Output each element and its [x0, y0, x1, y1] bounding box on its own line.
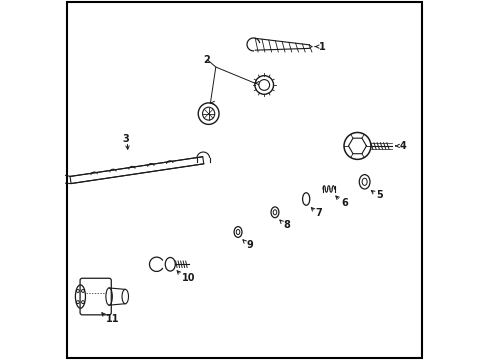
Text: 4: 4 — [399, 141, 406, 151]
Text: 7: 7 — [315, 208, 322, 219]
Text: 8: 8 — [283, 220, 290, 230]
Text: 3: 3 — [122, 134, 129, 144]
Text: 2: 2 — [203, 55, 209, 65]
Text: 11: 11 — [106, 314, 120, 324]
Text: 10: 10 — [182, 273, 195, 283]
Polygon shape — [70, 157, 203, 184]
Text: 6: 6 — [340, 198, 347, 208]
Text: 5: 5 — [375, 190, 382, 200]
Text: 9: 9 — [246, 240, 253, 250]
Text: 1: 1 — [319, 42, 325, 51]
